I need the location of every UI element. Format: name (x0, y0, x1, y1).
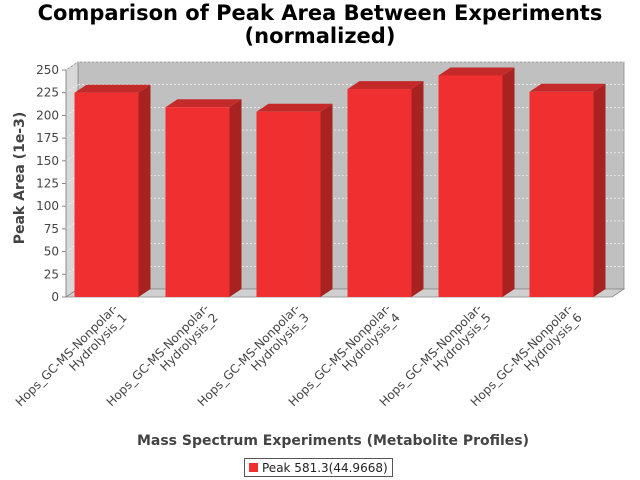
bar-side (593, 83, 606, 298)
y-axis-label: Peak Area (1e-3) (12, 112, 28, 245)
x-axis-ticks: Hops_GC-MS-Nonpolar-Hydrolysis_1Hops_GC-… (13, 301, 585, 409)
gridline-wall (65, 61, 79, 71)
bar-top (74, 84, 151, 93)
gridline-wall (65, 84, 79, 93)
bar-top (529, 83, 606, 92)
bar-side (320, 103, 333, 297)
y-tick-label: 225 (36, 86, 59, 100)
bar-top (256, 103, 333, 112)
chart-title: Comparison of Peak Area Between Experime… (0, 2, 640, 48)
legend-swatch (249, 463, 258, 472)
legend-label: Peak 581.3(44.9668) (262, 460, 388, 475)
bar-side (411, 81, 424, 298)
bar (438, 75, 503, 297)
y-tick-label: 250 (36, 63, 59, 77)
bar-top (347, 81, 424, 90)
x-axis-label: Mass Spectrum Experiments (Metabolite Pr… (137, 433, 529, 449)
y-tick-label: 25 (44, 267, 59, 281)
bar-side (502, 67, 515, 297)
y-tick-label: 200 (36, 108, 59, 122)
y-tick-label: 0 (51, 290, 59, 304)
y-tick-label: 125 (36, 177, 59, 191)
bar-top (165, 99, 242, 108)
bar (347, 89, 412, 298)
y-tick-label: 75 (44, 222, 59, 236)
bar (74, 92, 139, 297)
bar-side (229, 99, 242, 297)
chart-title-line-1: Comparison of Peak Area Between Experime… (37, 1, 603, 25)
y-tick-label: 50 (44, 245, 59, 259)
chart-title-line-2: (normalized) (244, 24, 396, 48)
legend: Peak 581.3(44.9668) (244, 458, 393, 477)
bar-top (438, 67, 515, 76)
y-tick-label: 150 (36, 154, 59, 168)
bar (256, 111, 321, 297)
x-tick-label-line: Hops_GC-MS-Nonpolar- (13, 301, 121, 409)
bar (165, 107, 230, 297)
y-tick-label: 175 (36, 131, 59, 145)
bar (529, 91, 594, 298)
bars (74, 67, 606, 298)
bar-side (138, 84, 151, 297)
y-axis-ticks: 0 25 50 75 100 125 150 175 200 225 250 (36, 63, 67, 304)
y-tick-label: 100 (36, 199, 59, 213)
